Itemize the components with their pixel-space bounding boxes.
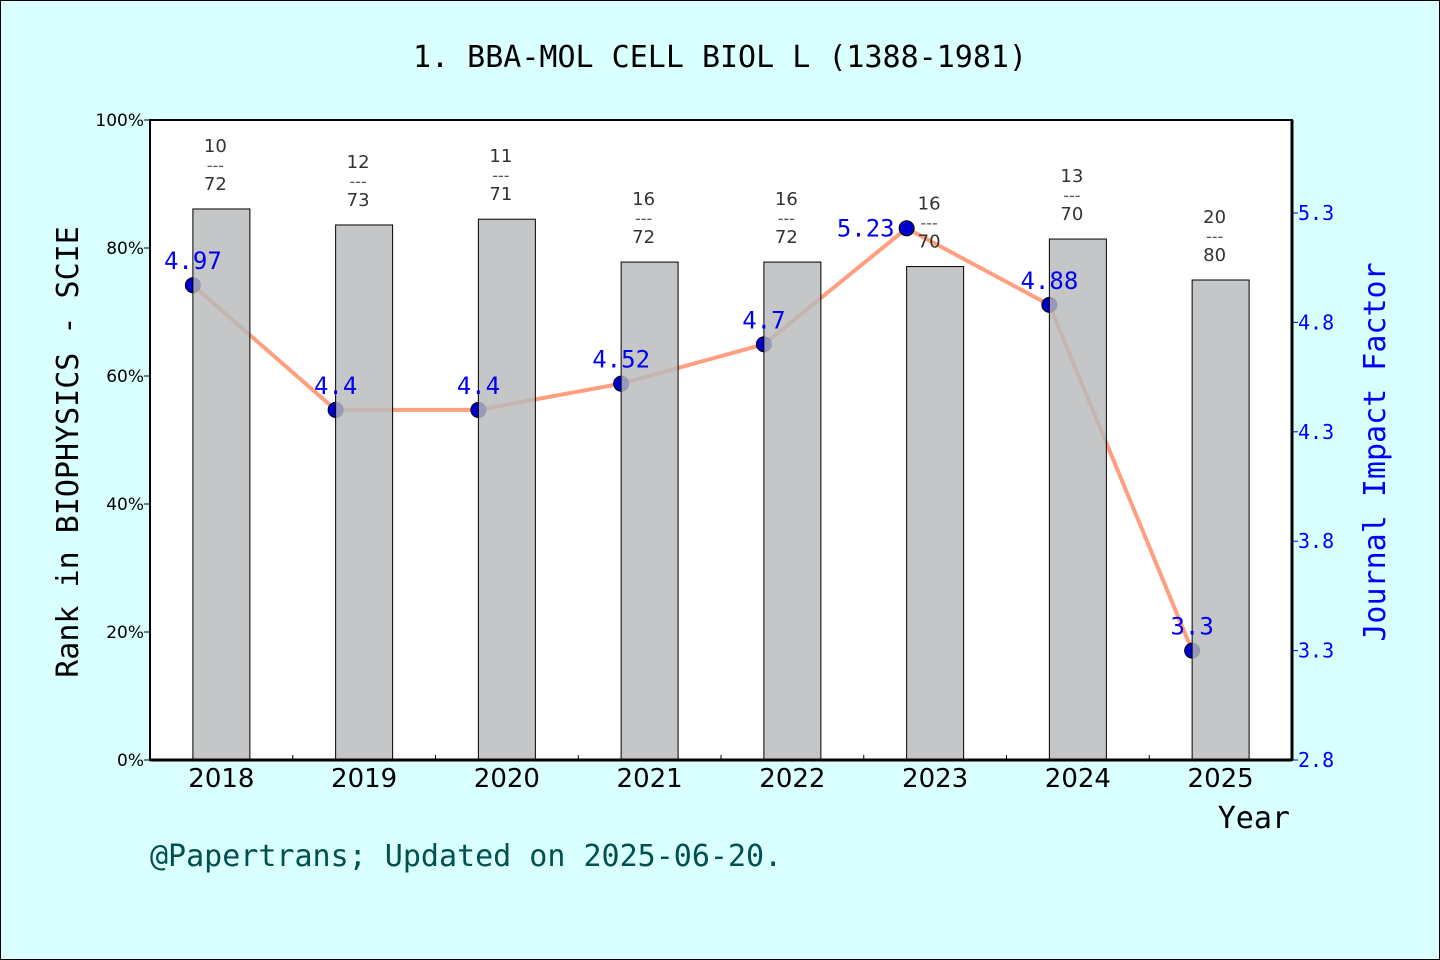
chart-title: 1. BBA-MOL CELL BIOL L (1388-1981)	[413, 40, 1027, 75]
x-tick-label: 2023	[902, 764, 968, 794]
y-left-tick-label: 20%	[106, 623, 144, 643]
bar-rank-label: 13	[1060, 166, 1083, 187]
y-left-tick-label: 80%	[106, 239, 144, 259]
rank-bar	[1048, 238, 1107, 761]
bar-fraction-line: ---	[1063, 186, 1080, 205]
y-right-tick-label: 3.3	[1298, 639, 1334, 663]
plot-area	[150, 120, 1292, 760]
impact-factor-label: 4.97	[164, 247, 222, 275]
bar-fraction-line: ---	[349, 172, 366, 191]
x-tick-label: 2019	[331, 764, 397, 794]
bar-fraction-line: ---	[635, 209, 652, 228]
bar-rank-label: 16	[632, 189, 655, 210]
bar-fraction-line: ---	[778, 209, 795, 228]
rank-bar	[335, 224, 394, 761]
y-left-tick-label: 100%	[95, 111, 144, 131]
bar-total-label: 73	[347, 190, 370, 211]
impact-factor-label: 3.3	[1170, 613, 1213, 641]
y-right-tick-label: 2.8	[1298, 748, 1334, 772]
y-left-tick-label: 40%	[106, 495, 144, 515]
bar-fraction-line: ---	[492, 166, 509, 185]
bar-total-label: 72	[204, 174, 227, 195]
bar-total-label: 70	[918, 232, 941, 253]
y-axis-right-label: Journal Impact Factor	[1358, 262, 1393, 641]
bar-fraction-line: ---	[1206, 227, 1223, 246]
rank-bar	[620, 261, 679, 761]
footer-text: @Papertrans; Updated on 2025-06-20.	[150, 839, 782, 874]
impact-factor-label: 4.4	[314, 372, 357, 400]
impact-factor-point	[898, 220, 915, 237]
impact-factor-label: 5.23	[837, 214, 895, 242]
bar-rank-label: 20	[1203, 207, 1226, 228]
impact-factor-label: 4.7	[742, 306, 785, 334]
x-axis-label: Year	[1218, 801, 1290, 836]
x-tick-label: 2025	[1188, 764, 1254, 794]
y-left-tick-label: 0%	[117, 751, 144, 771]
bar-rank-label: 16	[918, 194, 941, 215]
y-right-tick-label: 4.3	[1298, 420, 1334, 444]
x-tick-label: 2020	[474, 764, 540, 794]
y-right-tick-label: 4.8	[1298, 310, 1334, 334]
x-tick-label: 2018	[188, 764, 254, 794]
rank-bar	[906, 266, 965, 761]
x-tick-label: 2024	[1045, 764, 1111, 794]
bar-fraction-line: ---	[207, 156, 224, 175]
y-right-tick-label: 5.3	[1298, 201, 1334, 225]
rank-bar	[477, 218, 536, 761]
bar-fraction-line: ---	[920, 214, 937, 233]
impact-factor-label: 4.88	[1020, 267, 1078, 295]
bar-rank-label: 10	[204, 136, 227, 157]
bar-rank-label: 12	[347, 152, 370, 173]
bar-rank-label: 11	[489, 146, 512, 167]
impact-factor-label: 4.4	[457, 372, 500, 400]
impact-factor-label: 4.52	[592, 346, 650, 374]
bar-total-label: 80	[1203, 245, 1226, 266]
bar-total-label: 71	[489, 184, 512, 205]
bar-total-label: 70	[1060, 204, 1083, 225]
x-tick-label: 2021	[617, 764, 683, 794]
rank-bar	[763, 261, 822, 761]
rank-bar	[192, 208, 251, 761]
x-tick-label: 2022	[759, 764, 825, 794]
bar-total-label: 72	[632, 227, 655, 248]
bar-total-label: 72	[775, 227, 798, 248]
y-right-tick-label: 3.8	[1298, 529, 1334, 553]
bar-rank-label: 16	[775, 189, 798, 210]
y-axis-left-label: Rank in BIOPHYSICS - SCIE	[51, 226, 86, 678]
rank-bar	[1191, 279, 1250, 761]
y-left-tick-label: 60%	[106, 367, 144, 387]
